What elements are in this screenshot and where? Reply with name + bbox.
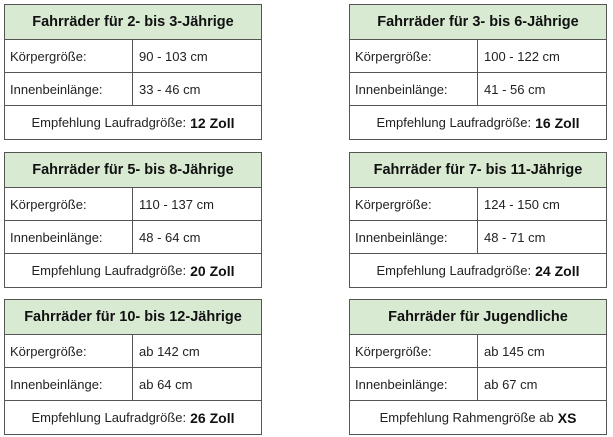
height-row: Körpergröße: 100 - 122 cm — [350, 40, 606, 73]
recommendation-label: Empfehlung Rahmengröße ab — [379, 410, 554, 425]
height-value: 100 - 122 cm — [484, 48, 560, 64]
size-card-2-3: Fahrräder für 2- bis 3-Jährige Körpergrö… — [4, 4, 262, 140]
card-title: Fahrräder für 3- bis 6-Jährige — [350, 5, 606, 40]
inseam-value: 48 - 71 cm — [484, 229, 546, 245]
height-label: Körpergröße: — [5, 335, 133, 367]
height-label: Körpergröße: — [350, 335, 478, 367]
height-label: Körpergröße: — [5, 40, 133, 72]
inseam-row: Innenbeinlänge: ab 64 cm — [5, 368, 261, 401]
height-row: Körpergröße: ab 142 cm — [5, 335, 261, 368]
inseam-label: Innenbeinlänge: — [350, 221, 478, 253]
height-label: Körpergröße: — [5, 188, 133, 220]
inseam-label: Innenbeinlänge: — [350, 73, 478, 105]
inseam-value: ab 67 cm — [484, 376, 538, 392]
inseam-value: ab 64 cm — [139, 376, 193, 392]
inseam-value: 41 - 56 cm — [484, 81, 546, 97]
size-card-youth: Fahrräder für Jugendliche Körpergröße: a… — [349, 299, 607, 435]
inseam-row: Innenbeinlänge: 48 - 71 cm — [350, 221, 606, 254]
recommendation-value: 26 Zoll — [190, 409, 235, 426]
card-title: Fahrräder für Jugendliche — [350, 300, 606, 335]
size-card-5-8: Fahrräder für 5- bis 8-Jährige Körpergrö… — [4, 152, 262, 288]
inseam-value: 33 - 46 cm — [139, 81, 201, 97]
inseam-row: Innenbeinlänge: 33 - 46 cm — [5, 73, 261, 106]
height-row: Körpergröße: 124 - 150 cm — [350, 188, 606, 221]
recommendation-label: Empfehlung Laufradgröße: — [31, 263, 187, 278]
size-card-10-12: Fahrräder für 10- bis 12-Jährige Körperg… — [4, 299, 262, 435]
inseam-row: Innenbeinlänge: 48 - 64 cm — [5, 221, 261, 254]
height-label: Körpergröße: — [350, 40, 478, 72]
height-label: Körpergröße: — [350, 188, 478, 220]
height-value: 124 - 150 cm — [484, 196, 560, 212]
recommendation-value: 24 Zoll — [535, 262, 580, 279]
recommendation-label: Empfehlung Laufradgröße: — [376, 263, 532, 278]
recommendation-value: 16 Zoll — [535, 114, 580, 131]
inseam-value: 48 - 64 cm — [139, 229, 201, 245]
card-title: Fahrräder für 2- bis 3-Jährige — [5, 5, 261, 40]
card-title: Fahrräder für 10- bis 12-Jährige — [5, 300, 261, 335]
inseam-row: Innenbeinlänge: 41 - 56 cm — [350, 73, 606, 106]
recommendation-value: 12 Zoll — [190, 114, 235, 131]
height-row: Körpergröße: ab 145 cm — [350, 335, 606, 368]
inseam-label: Innenbeinlänge: — [5, 368, 133, 400]
recommendation: Empfehlung Laufradgröße: 20 Zoll — [5, 254, 261, 287]
height-row: Körpergröße: 90 - 103 cm — [5, 40, 261, 73]
inseam-label: Innenbeinlänge: — [350, 368, 478, 400]
height-value: 110 - 137 cm — [139, 196, 214, 212]
height-value: 90 - 103 cm — [139, 48, 208, 64]
size-card-3-6: Fahrräder für 3- bis 6-Jährige Körpergrö… — [349, 4, 607, 140]
card-title: Fahrräder für 7- bis 11-Jährige — [350, 153, 606, 188]
height-value: ab 142 cm — [139, 343, 200, 359]
recommendation: Empfehlung Laufradgröße: 24 Zoll — [350, 254, 606, 287]
height-value: ab 145 cm — [484, 343, 545, 359]
recommendation-label: Empfehlung Laufradgröße: — [376, 115, 532, 130]
recommendation-value: XS — [557, 409, 577, 426]
size-card-7-11: Fahrräder für 7- bis 11-Jährige Körpergr… — [349, 152, 607, 288]
inseam-row: Innenbeinlänge: ab 67 cm — [350, 368, 606, 401]
recommendation-label: Empfehlung Laufradgröße: — [31, 410, 187, 425]
recommendation-value: 20 Zoll — [190, 262, 235, 279]
height-row: Körpergröße: 110 - 137 cm — [5, 188, 261, 221]
recommendation-label: Empfehlung Laufradgröße: — [31, 115, 187, 130]
card-title: Fahrräder für 5- bis 8-Jährige — [5, 153, 261, 188]
recommendation: Empfehlung Laufradgröße: 26 Zoll — [5, 401, 261, 434]
inseam-label: Innenbeinlänge: — [5, 73, 133, 105]
recommendation: Empfehlung Rahmengröße ab XS — [350, 401, 606, 434]
recommendation: Empfehlung Laufradgröße: 16 Zoll — [350, 106, 606, 139]
inseam-label: Innenbeinlänge: — [5, 221, 133, 253]
recommendation: Empfehlung Laufradgröße: 12 Zoll — [5, 106, 261, 139]
